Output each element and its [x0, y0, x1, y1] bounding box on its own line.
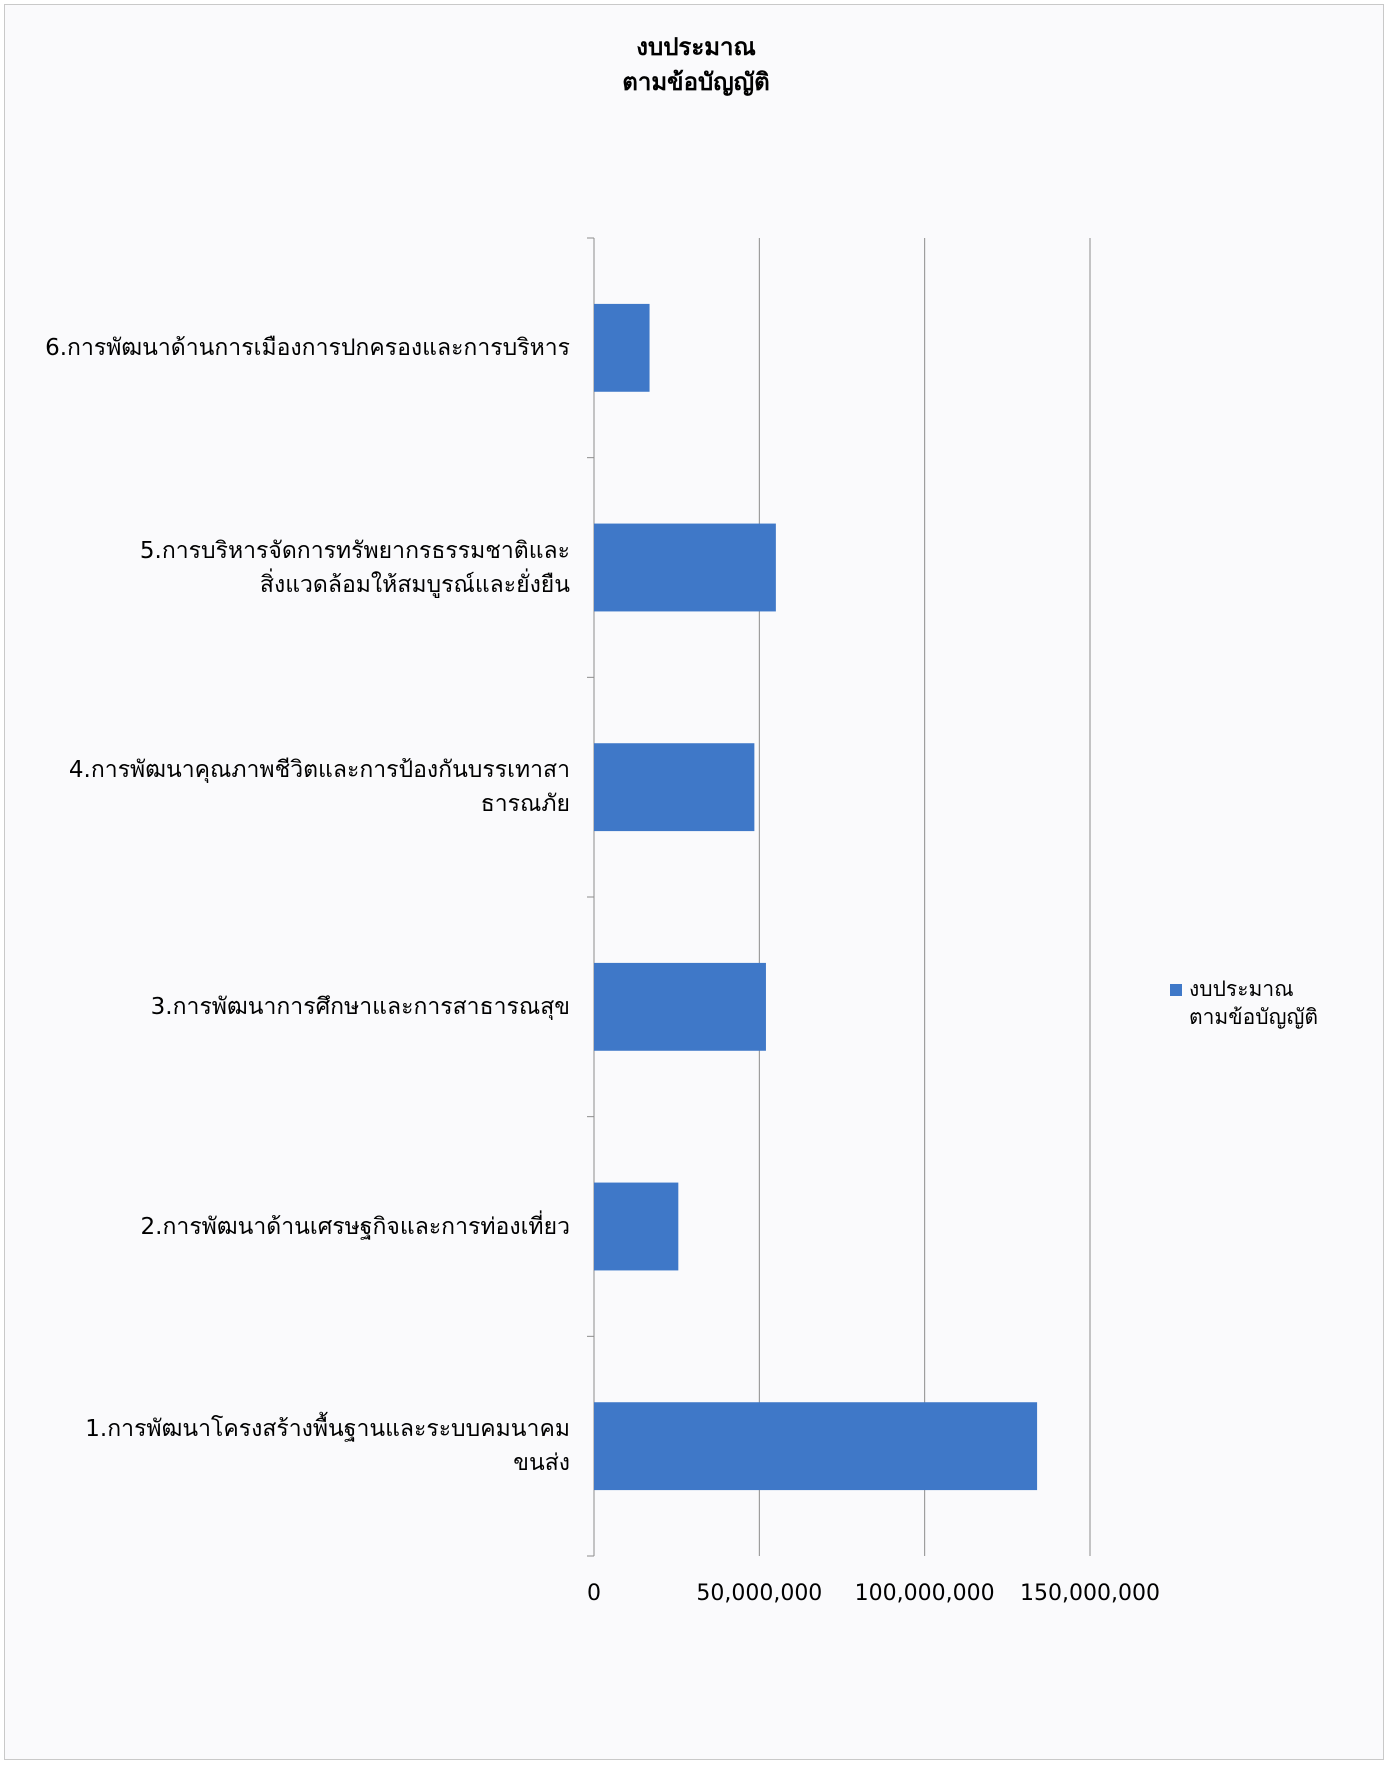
x-tick-label: 100,000,000 — [855, 1581, 995, 1606]
category-label: 1.การพัฒนาโครงสร้างพื้นฐานและระบบคมนาคม … — [85, 1416, 570, 1477]
legend-swatch — [1170, 984, 1182, 996]
category-label: 4.การพัฒนาคุณภาพชีวิตและการป้องกันบรรเทา… — [68, 757, 570, 818]
legend-label: งบประมาณ ตามข้อบัญญัติ — [1189, 977, 1318, 1029]
bar — [594, 962, 766, 1051]
x-tick-label: 0 — [587, 1581, 601, 1606]
chart-title-line-1: งบประมาณ — [636, 33, 756, 61]
category-label: 5.การบริหารจัดการทรัพยากรธรรมชาติและ สิ่… — [139, 537, 570, 598]
bar — [594, 523, 776, 612]
bar — [594, 1402, 1038, 1491]
category-label: 3.การพัฒนาการศึกษาและการสาธารณสุข — [150, 993, 570, 1020]
bar — [594, 743, 755, 832]
bar — [594, 1182, 679, 1271]
category-label: 2.การพัฒนาด้านเศรษฐกิจและการท่องเที่ยว — [140, 1213, 570, 1240]
x-tick-label: 50,000,000 — [696, 1581, 822, 1606]
x-tick-label: 150,000,000 — [1020, 1581, 1160, 1606]
bar — [594, 303, 650, 392]
chart-title-line-2: ตามข้อบัญญัติ — [622, 68, 770, 96]
category-label: 6.การพัฒนาด้านการเมืองการปกครองและการบริ… — [45, 334, 570, 361]
